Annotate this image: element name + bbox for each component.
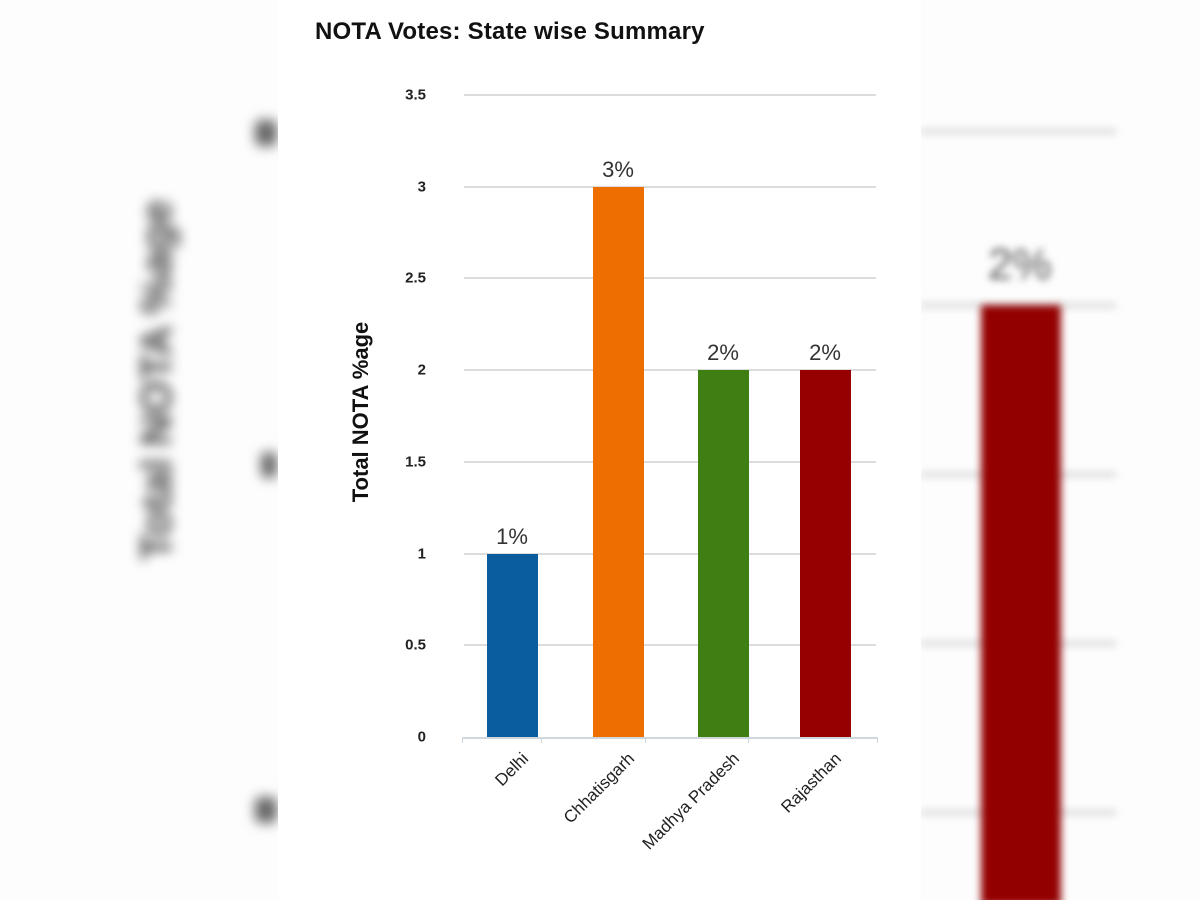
y-tick-label: 0.5 xyxy=(405,636,426,654)
x-tick-mark xyxy=(645,737,646,743)
y-tick-label: 3 xyxy=(417,178,426,196)
x-tick-label: Delhi xyxy=(491,749,533,790)
bar-data-label: 2% xyxy=(809,340,841,366)
x-axis-baseline xyxy=(462,737,878,739)
blurred-tick xyxy=(261,452,277,478)
bar-rajasthan xyxy=(800,370,851,737)
x-tick-mark xyxy=(748,737,749,743)
blurred-bar-label: 2% xyxy=(988,240,1052,289)
x-tick-mark xyxy=(541,737,542,743)
bar-madhya-pradesh xyxy=(698,370,749,737)
x-tick-label: Chhatisgarh xyxy=(560,749,639,828)
bar-data-label: 2% xyxy=(707,340,739,366)
y-tick-label: 0 xyxy=(417,728,426,746)
x-tick-label: Rajasthan xyxy=(777,749,846,817)
bar-data-label: 3% xyxy=(602,156,634,182)
gridline xyxy=(464,369,876,372)
y-axis-label: Total NOTA %age xyxy=(348,321,373,503)
y-tick-label: 1 xyxy=(417,545,426,563)
gridline xyxy=(464,94,876,96)
bar-delhi xyxy=(487,553,538,737)
chart-title: NOTA Votes: State wise Summary xyxy=(315,18,705,45)
x-tick-mark xyxy=(462,737,463,743)
x-tick-label: Madhya Pradesh xyxy=(639,749,744,854)
blurred-background-right: 2% xyxy=(921,0,1200,900)
y-tick-label: 1.5 xyxy=(405,453,426,471)
bar-data-label: 1% xyxy=(496,523,528,549)
gridline xyxy=(464,460,876,463)
blurred-bar xyxy=(981,305,1061,900)
x-tick-mark xyxy=(877,737,878,743)
blurred-y-axis-label: Total NOTA %age xyxy=(132,199,181,561)
blurred-tick xyxy=(255,120,277,146)
gridline xyxy=(464,644,876,647)
y-tick-label: 3.5 xyxy=(405,86,426,104)
y-tick-label: 2.5 xyxy=(405,269,426,287)
blurred-tick xyxy=(255,797,277,823)
gridline xyxy=(464,552,876,555)
gridline xyxy=(464,277,876,280)
blurred-background-left: Total NOTA %age xyxy=(0,0,278,900)
chart-panel: NOTA Votes: State wise Summary Total NOT… xyxy=(278,0,921,900)
bar-chhatisgarh xyxy=(593,186,644,737)
y-tick-label: 2 xyxy=(417,361,426,379)
blurred-gridline xyxy=(921,129,1116,134)
gridline xyxy=(464,185,876,188)
